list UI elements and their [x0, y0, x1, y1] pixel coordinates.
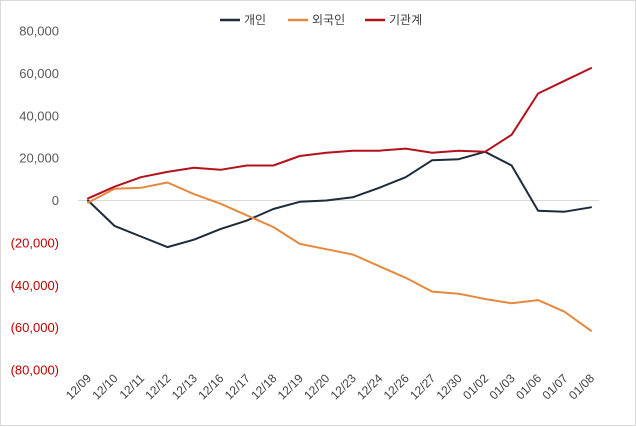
x-tick-label: 12/26 [381, 371, 412, 402]
legend-label: 기관계 [389, 13, 422, 27]
y-axis: 80,000 60,000 40,000 20,000 0 (20,000) (40,000… [11, 24, 59, 378]
x-tick-label: 12/11 [117, 371, 148, 402]
x-tick-label: 12/19 [275, 371, 306, 402]
y-tick-label: 20,000 [19, 151, 59, 166]
y-tick-label: 80,000 [19, 24, 59, 39]
x-tick-label: 12/16 [195, 371, 226, 402]
legend-label: 외국인 [312, 13, 345, 27]
x-tick-label: 12/17 [222, 371, 253, 402]
y-tick-label: 0 [52, 193, 59, 208]
x-tick-label: 12/12 [142, 371, 173, 402]
x-tick-label: 12/24 [354, 371, 385, 402]
y-tick-label: (20,000) [11, 235, 59, 250]
y-tick-label: (80,000) [11, 363, 59, 378]
x-tick-label: 12/09 [63, 371, 94, 402]
y-tick-label: 40,000 [19, 108, 59, 123]
x-tick-label: 12/20 [301, 371, 332, 402]
legend: 개인 외국인 기관계 [220, 13, 422, 27]
x-tick-label: 01/06 [513, 371, 544, 402]
x-axis: 12/0912/1012/1112/1212/1312/1612/1712/18… [63, 371, 597, 402]
x-tick-label: 12/30 [434, 371, 465, 402]
x-tick-label: 01/07 [540, 371, 571, 402]
x-tick-label: 12/10 [89, 371, 120, 402]
y-tick-label: (40,000) [11, 278, 59, 293]
series-layer [87, 67, 592, 332]
series-line-1 [87, 181, 592, 332]
legend-label: 개인 [244, 13, 266, 27]
x-tick-label: 12/18 [248, 371, 279, 402]
y-tick-label: (60,000) [11, 320, 59, 335]
x-tick-label: 12/23 [328, 371, 359, 402]
x-tick-label: 01/03 [487, 371, 518, 402]
x-tick-label: 01/02 [460, 371, 491, 402]
x-tick-label: 01/08 [566, 371, 597, 402]
series-line-0 [87, 150, 592, 249]
y-tick-label: 60,000 [19, 66, 59, 81]
x-tick-label: 12/27 [407, 371, 438, 402]
x-tick-label: 12/13 [169, 371, 200, 402]
series-line-2 [87, 67, 592, 200]
